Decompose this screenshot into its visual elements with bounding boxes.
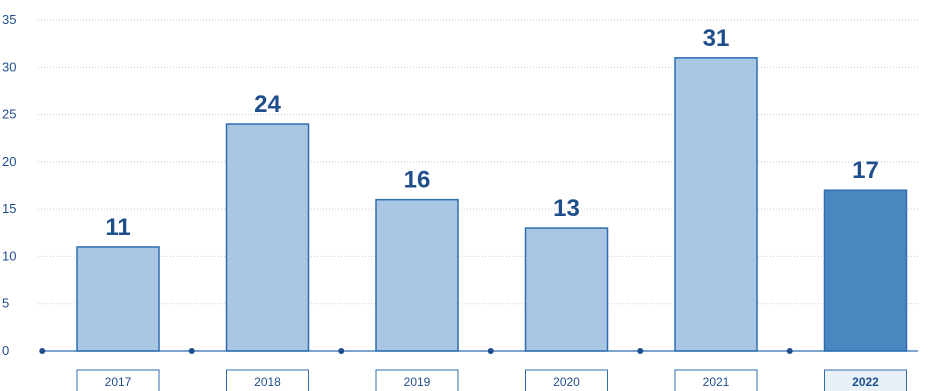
y-tick-label: 25 (2, 107, 16, 122)
data-label-2019: 16 (404, 167, 431, 194)
data-label-2017: 11 (105, 214, 130, 241)
y-tick-label: 20 (2, 154, 16, 169)
category-box-2022 (824, 369, 907, 391)
y-tick-label: 0 (2, 343, 9, 358)
data-labels: 11 24 16 13 31 17 (105, 25, 879, 241)
data-label-2022: 17 (852, 157, 879, 184)
bars (76, 57, 908, 352)
bar-2019 (375, 198, 459, 352)
x-tick-label-2018: 2018 (254, 375, 281, 389)
grid-lines (38, 19, 918, 305)
axis-dot (637, 348, 644, 354)
x-tick-label-2017: 2017 (105, 375, 132, 389)
y-tick-label: 15 (2, 201, 16, 216)
axis-dot (487, 348, 494, 354)
axis-dot (786, 348, 793, 354)
axis-dot (188, 348, 195, 354)
axis-dot (338, 348, 345, 354)
category-box-2019 (375, 369, 459, 391)
y-tick-label: 30 (2, 59, 16, 74)
bar-2020 (524, 227, 609, 352)
y-axis: 0 5 10 15 20 25 30 35 (2, 12, 16, 358)
category-box-2020 (525, 369, 608, 391)
axis-dot (39, 348, 46, 354)
x-tick-label-2022: 2022 (852, 375, 879, 389)
bar-2021 (674, 57, 758, 352)
y-tick-label: 5 (2, 296, 9, 311)
category-box-2017 (76, 369, 160, 391)
x-tick-label-2020: 2020 (553, 375, 580, 389)
data-label-2021: 31 (703, 25, 730, 52)
x-tick-label-2021: 2021 (703, 375, 730, 389)
data-label-2020: 13 (553, 195, 580, 222)
category-box-2021 (674, 369, 758, 391)
bar-2022 (823, 189, 908, 352)
data-label-2018: 24 (254, 91, 281, 118)
bar-2017 (76, 246, 160, 352)
y-tick-label: 35 (2, 12, 16, 27)
y-tick-label: 10 (2, 248, 16, 263)
bar-2018 (225, 123, 310, 352)
x-tick-label-2019: 2019 (404, 375, 431, 389)
category-box-2018 (226, 369, 309, 391)
x-axis: 2017 2018 2019 2020 2021 2022 (39, 348, 918, 391)
